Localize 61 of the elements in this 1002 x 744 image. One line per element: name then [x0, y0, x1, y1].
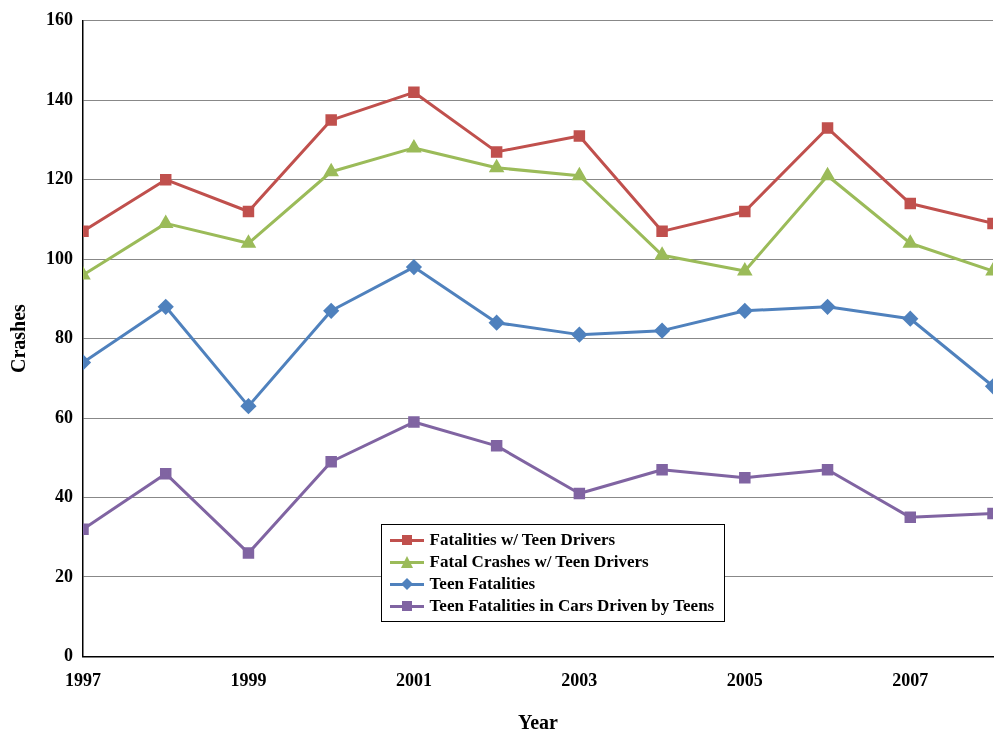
point [820, 299, 836, 315]
point [654, 323, 670, 339]
y-tick-label: 120 [46, 168, 73, 189]
x-tick-label: 2003 [561, 669, 598, 690]
legend-label: Teen Fatalities [429, 574, 536, 595]
y-tick-label: 20 [55, 565, 73, 586]
point [571, 327, 587, 343]
point [489, 160, 504, 173]
point [325, 114, 337, 126]
point [408, 416, 420, 428]
legend-label: Fatalities w/ Teen Drivers [429, 530, 616, 551]
x-tick-label: 2005 [726, 669, 763, 690]
point [820, 168, 835, 181]
legend-label: Fatal Crashes w/ Teen Drivers [429, 552, 649, 573]
point [159, 467, 172, 480]
point [573, 487, 586, 500]
point [407, 140, 421, 153]
point [323, 303, 339, 319]
x-tick-label: 1999 [230, 669, 267, 690]
y-tick-label: 140 [46, 88, 73, 109]
point [738, 263, 752, 276]
point [324, 164, 338, 177]
x-tick-label: 1997 [65, 669, 101, 690]
point [903, 235, 917, 248]
legend-label: Teen Fatalities in Cars Driven by Teens [429, 596, 715, 617]
point [904, 511, 917, 524]
point [572, 168, 587, 181]
point [737, 303, 753, 319]
point [242, 205, 255, 218]
point [902, 311, 918, 327]
y-tick-label: 0 [64, 645, 73, 666]
point [158, 299, 174, 315]
y-tick-label: 100 [46, 247, 73, 268]
point [406, 259, 422, 275]
point [904, 197, 917, 210]
point [821, 463, 834, 476]
y-tick-label: 80 [55, 327, 73, 348]
point [656, 225, 668, 238]
point [490, 440, 503, 452]
point [241, 235, 256, 248]
point [242, 547, 255, 559]
point [656, 463, 668, 476]
point [490, 146, 503, 158]
point [739, 471, 751, 484]
x-axis-title: Year [518, 711, 559, 734]
point [739, 205, 751, 218]
point [655, 247, 669, 260]
x-tick-label: 2007 [892, 669, 929, 690]
y-axis-title: Crashes [7, 303, 30, 374]
x-tick-label: 2001 [395, 669, 432, 690]
y-tick-label: 160 [46, 9, 73, 30]
point [821, 122, 834, 134]
y-tick-label: 60 [55, 406, 73, 427]
point [325, 456, 337, 468]
point [159, 215, 173, 228]
point [240, 398, 256, 414]
point [159, 173, 172, 186]
y-tick-label: 40 [55, 486, 73, 507]
point [489, 315, 505, 331]
point [573, 130, 586, 142]
point [408, 86, 420, 99]
